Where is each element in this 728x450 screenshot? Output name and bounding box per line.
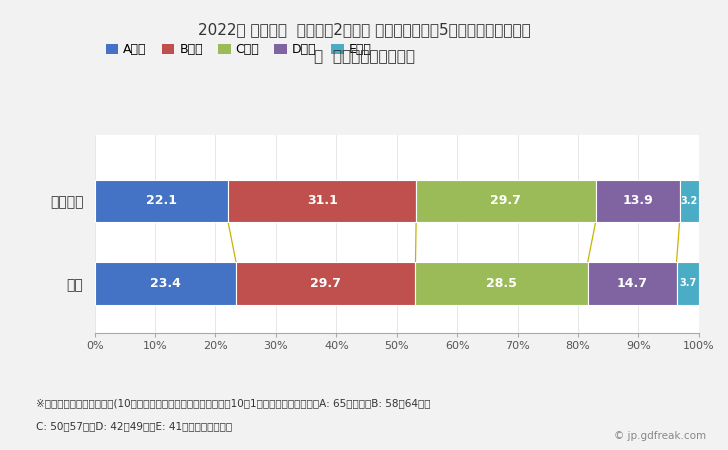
Bar bbox=[95, 180, 228, 222]
Text: 29.7: 29.7 bbox=[310, 277, 341, 290]
Text: 〜  全国平均との比較〜: 〜 全国平均との比較〜 bbox=[314, 49, 414, 64]
Bar bbox=[416, 262, 587, 305]
Bar bbox=[679, 180, 699, 222]
Legend: A段階, B段階, C段階, D段階, E段階: A段階, B段階, C段階, D段階, E段階 bbox=[101, 38, 377, 61]
Bar bbox=[236, 262, 416, 305]
Text: 13.9: 13.9 bbox=[622, 194, 653, 207]
Text: C: 50～57点、D: 42～49点、E: 41点以下としている: C: 50～57点、D: 42～49点、E: 41点以下としている bbox=[36, 421, 232, 431]
Text: 31.1: 31.1 bbox=[306, 194, 338, 207]
Text: ※体力・運動能力総合評価(10歳）は新体力テストの項目別得点（10～1点）の合計によって、A: 65点以上、B: 58～64点、: ※体力・運動能力総合評価(10歳）は新体力テストの項目別得点（10～1点）の合計… bbox=[36, 398, 431, 408]
Text: 29.7: 29.7 bbox=[491, 194, 521, 207]
Text: 28.5: 28.5 bbox=[486, 277, 517, 290]
Text: 2022年 鹿児島県  女子中学2年生の 体力運動能力の5段階評価による分布: 2022年 鹿児島県 女子中学2年生の 体力運動能力の5段階評価による分布 bbox=[197, 22, 531, 37]
Bar bbox=[676, 262, 699, 305]
Bar bbox=[416, 180, 596, 222]
Text: 22.1: 22.1 bbox=[146, 194, 177, 207]
Text: 14.7: 14.7 bbox=[617, 277, 648, 290]
Text: © jp.gdfreak.com: © jp.gdfreak.com bbox=[614, 431, 706, 441]
Text: 3.2: 3.2 bbox=[681, 196, 698, 206]
Bar bbox=[587, 262, 676, 305]
Bar bbox=[228, 180, 416, 222]
Bar bbox=[95, 262, 236, 305]
Text: 3.7: 3.7 bbox=[679, 279, 696, 288]
Text: 23.4: 23.4 bbox=[150, 277, 181, 290]
Bar bbox=[596, 180, 679, 222]
